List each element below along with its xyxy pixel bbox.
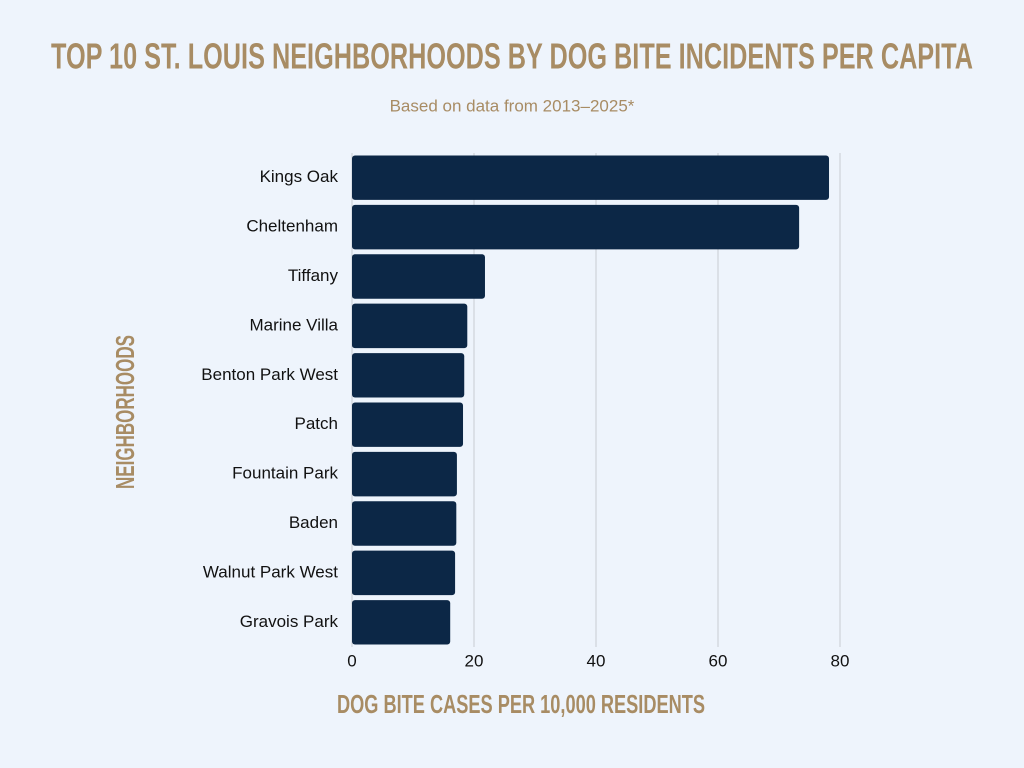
y-tick-label: Benton Park West [201,365,338,384]
bar [352,254,485,299]
x-tick-label: 40 [587,651,606,670]
bar [352,204,800,250]
y-tick-label: Marine Villa [249,315,338,334]
y-tick-label: Baden [289,513,338,532]
y-tick-label: Patch [295,414,338,433]
x-tick-label: 0 [347,651,356,670]
y-tick-label: Cheltenham [246,217,338,236]
bar [352,303,468,349]
y-tick-label: Kings Oak [260,167,339,186]
x-tick-label: 60 [709,651,728,670]
bar [352,402,464,447]
x-axis-label: DOG BITE CASES PER 10,000 RESIDENTS [337,689,705,719]
chart-title: TOP 10 ST. LOUIS NEIGHBORHOODS BY DOG BI… [51,36,973,77]
x-tick-label: 80 [831,651,850,670]
bar [352,451,457,497]
y-tick-label: Walnut Park West [203,562,338,581]
y-tick-label: Gravois Park [240,612,339,631]
bar [352,501,457,546]
y-tick-label: Fountain Park [232,464,338,483]
chart-subtitle: Based on data from 2013–2025* [390,96,635,115]
bar [352,600,451,645]
bar [352,353,465,398]
x-tick-label: 20 [465,651,484,670]
y-tick-label: Tiffany [288,266,339,285]
y-axis-label: NEIGHBORHOODS [110,335,140,489]
bar [352,550,456,596]
bar [352,155,830,200]
